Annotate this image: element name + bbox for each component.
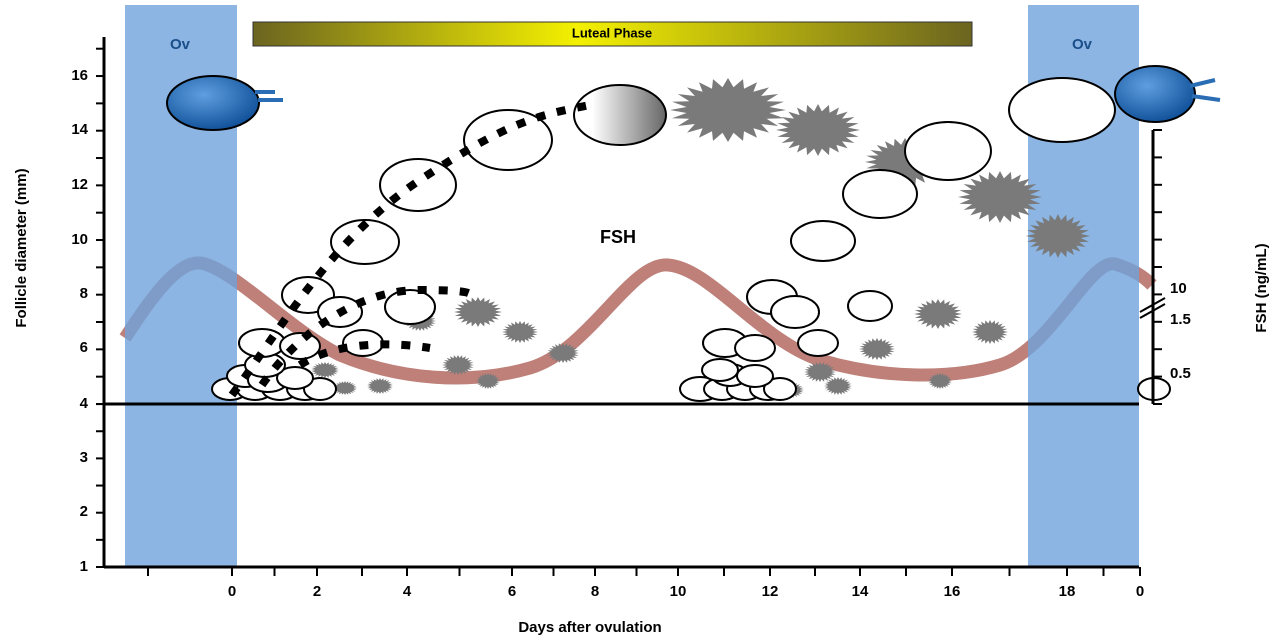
x-tick-label: 18 xyxy=(1059,583,1076,600)
y-tick-label: 3 xyxy=(80,449,88,466)
atretic-follicle xyxy=(804,362,836,382)
follicle xyxy=(166,75,260,131)
y2-axis-label: FSH (ng/mL) xyxy=(1253,243,1270,332)
axis-break xyxy=(1139,303,1166,319)
atretic-follicle xyxy=(824,377,852,395)
x-tick-label: 2 xyxy=(313,583,321,600)
follicle xyxy=(463,109,553,171)
y-tick-label: 16 xyxy=(71,67,88,84)
atretic-follicle xyxy=(367,378,393,394)
follicle xyxy=(573,84,667,146)
follicle xyxy=(330,219,400,265)
follicle xyxy=(847,290,893,322)
x-tick-label: 12 xyxy=(762,583,779,600)
atretic-follicle xyxy=(670,78,786,142)
atretic-follicle xyxy=(859,338,895,360)
follicle xyxy=(303,377,337,401)
atretic-follicle xyxy=(914,299,962,329)
atretic-follicle xyxy=(958,171,1042,223)
y-tick-label: 6 xyxy=(80,339,88,356)
y2-tick-label: 0.5 xyxy=(1170,365,1191,382)
atretic-follicle xyxy=(454,297,502,327)
atretic-follicle xyxy=(502,321,538,343)
follicle xyxy=(1114,65,1196,123)
y-tick-label: 12 xyxy=(71,176,88,193)
growth-trajectory xyxy=(258,285,475,388)
atretic-follicle xyxy=(442,355,474,375)
phase-bar xyxy=(252,21,973,47)
y-axis-label: Follicle diameter (mm) xyxy=(13,168,30,327)
atretic-follicle xyxy=(333,381,357,395)
x-tick-label: 14 xyxy=(852,583,869,600)
x-tick-label: 16 xyxy=(944,583,961,600)
atretic-follicle xyxy=(928,373,952,389)
follicle xyxy=(736,364,774,388)
follicle xyxy=(279,332,321,360)
follicle xyxy=(763,377,797,401)
follicle xyxy=(238,328,286,358)
y2-tick-label: 1.5 xyxy=(1170,311,1191,328)
y-tick-label: 10 xyxy=(71,231,88,248)
follicle xyxy=(770,295,820,329)
atretic-follicle xyxy=(776,104,860,156)
x-axis-label: Days after ovulation xyxy=(518,619,661,636)
fsh-label: FSH xyxy=(600,227,636,247)
axis-break xyxy=(1139,297,1166,313)
ov-label: Ov xyxy=(170,36,191,53)
y-tick-label: 8 xyxy=(80,285,88,302)
phase-label: Luteal Phase xyxy=(572,25,652,40)
y-tick-label: 4 xyxy=(80,395,89,412)
x-tick-label: 6 xyxy=(508,583,516,600)
follicle xyxy=(1008,77,1116,143)
atretic-follicle xyxy=(1026,214,1090,258)
x-tick-label: 8 xyxy=(591,583,599,600)
follicle xyxy=(797,329,839,357)
y-tick-label: 2 xyxy=(80,503,88,520)
growth-trajectory xyxy=(228,101,591,398)
y-tick-label: 1 xyxy=(80,558,88,575)
follicle xyxy=(904,121,992,181)
ovulation-mark xyxy=(255,78,1221,102)
x-tick-label: 0 xyxy=(1136,583,1144,600)
atretic-follicle xyxy=(311,362,339,378)
y-tick-label: 14 xyxy=(71,121,88,138)
atretic-follicle xyxy=(547,343,579,363)
shapes xyxy=(119,5,1221,567)
ov-label: Ov xyxy=(1072,36,1093,53)
x-tick-label: 10 xyxy=(670,583,687,600)
follicle xyxy=(842,169,918,219)
follicle xyxy=(276,366,314,390)
y2-tick-label: 10 xyxy=(1170,280,1187,297)
x-tick-label: 4 xyxy=(403,583,412,600)
follicle xyxy=(734,334,776,362)
atretic-follicle xyxy=(476,373,500,389)
x-tick-label: 0 xyxy=(228,583,236,600)
atretic-follicle xyxy=(972,320,1008,344)
follicle xyxy=(701,358,739,382)
follicle xyxy=(384,289,436,325)
follicle xyxy=(790,220,856,262)
